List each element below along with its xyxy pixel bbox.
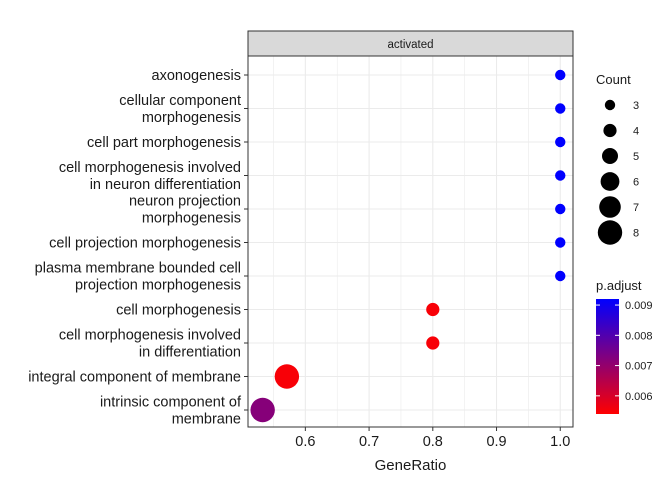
data-point xyxy=(250,397,275,423)
y-tick-label: cell part morphogenesis xyxy=(87,135,241,151)
facet-strip-label: activated xyxy=(387,39,433,51)
y-tick-label: cell projection morphogenesis xyxy=(49,236,241,252)
x-tick-label: 0.9 xyxy=(486,434,506,450)
count-legend-dot xyxy=(602,148,618,164)
y-tick-label: cell morphogenesis involved in differenti… xyxy=(59,328,241,361)
count-legend-dot xyxy=(599,196,621,218)
y-axis: axonogenesis cellular component morphogene… xyxy=(28,68,248,428)
count-legend-dot xyxy=(597,220,623,245)
data-point xyxy=(426,336,440,350)
padjust-colorbar xyxy=(596,299,619,414)
x-axis-title: GeneRatio xyxy=(375,457,447,474)
count-legend-dot xyxy=(600,172,620,191)
y-tick-label: intrinsic component of membrane xyxy=(100,395,242,428)
data-point xyxy=(555,203,566,215)
plot-panel xyxy=(248,56,573,427)
x-tick-label: 0.7 xyxy=(359,434,379,450)
grid-lines xyxy=(248,56,573,427)
data-point xyxy=(426,302,440,317)
data-point xyxy=(555,170,566,181)
x-axis: 0.6 0.7 0.8 0.9 1.0 xyxy=(295,427,570,450)
data-point xyxy=(555,270,566,282)
count-legend-label: 7 xyxy=(633,202,639,214)
count-legend-label: 6 xyxy=(633,177,639,189)
y-tick-label: neuron projection morphogenesis xyxy=(129,194,241,227)
facet-strip xyxy=(247,30,574,57)
data-point xyxy=(555,103,566,114)
padjust-legend-title: p.adjust xyxy=(596,278,642,293)
x-tick-label: 0.8 xyxy=(423,434,443,450)
x-tick-label: 1.0 xyxy=(550,434,570,450)
y-tick-label: cell morphogenesis xyxy=(116,303,241,319)
count-legend-dot xyxy=(604,99,616,111)
padjust-legend-label: 0.006 xyxy=(625,391,653,403)
count-legend-label: 4 xyxy=(633,126,639,138)
y-tick-label: plasma membrane bounded cell projection m… xyxy=(35,261,241,294)
count-legend: 3 4 5 6 7 8 xyxy=(597,99,639,245)
plot-panel-border xyxy=(247,55,574,428)
y-tick-label: integral component of membrane xyxy=(28,370,241,386)
count-legend-dot xyxy=(603,123,617,138)
count-legend-title: Count xyxy=(596,72,631,87)
data-point xyxy=(555,69,566,81)
count-legend-label: 5 xyxy=(633,151,639,163)
data-point xyxy=(555,136,566,148)
y-tick-label: cell morphogenesis involved in neuron dif… xyxy=(59,160,241,193)
padjust-legend-label: 0.007 xyxy=(625,361,653,373)
padjust-legend: 0.006 0.007 0.008 0.009 xyxy=(596,300,653,403)
data-point xyxy=(274,364,300,389)
data-points xyxy=(250,69,566,423)
y-tick-label: cellular component morphogenesis xyxy=(119,93,241,126)
count-legend-label: 8 xyxy=(633,228,639,240)
padjust-legend-label: 0.008 xyxy=(625,330,653,342)
y-tick-label: axonogenesis xyxy=(152,68,242,84)
count-legend-label: 3 xyxy=(633,100,639,112)
padjust-legend-label: 0.009 xyxy=(625,300,653,312)
x-tick-label: 0.6 xyxy=(295,434,315,450)
data-point xyxy=(555,237,566,248)
